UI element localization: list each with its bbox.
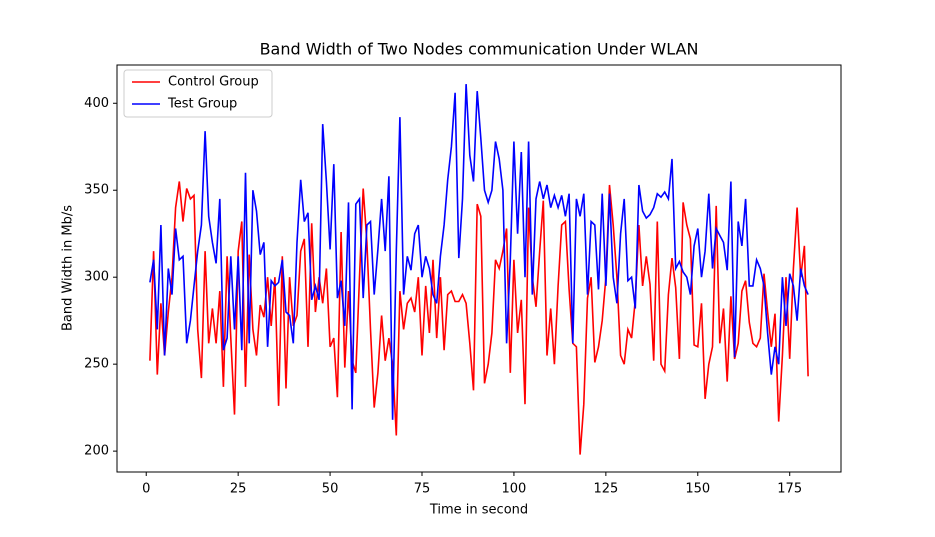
line-series [149, 84, 809, 420]
y-tick-label: 400 [84, 96, 109, 111]
y-axis-label: Band Width in Mb/s [61, 205, 76, 331]
x-axis-label: Time in second [429, 503, 528, 518]
x-tick-label: 50 [322, 482, 339, 497]
y-tick-label: 250 [84, 357, 109, 372]
x-tick-label: 0 [142, 482, 150, 497]
y-tick-label: 300 [84, 270, 109, 285]
line-series [149, 181, 809, 455]
x-tick-label: 125 [593, 482, 618, 497]
legend-label: Test Group [167, 97, 237, 112]
legend-label: Control Group [168, 75, 259, 90]
chart-title: Band Width of Two Nodes communication Un… [260, 40, 699, 59]
x-tick-label: 100 [502, 482, 527, 497]
x-tick-label: 150 [685, 482, 710, 497]
x-tick-label: 75 [414, 482, 431, 497]
y-tick-label: 350 [84, 183, 109, 198]
x-tick-label: 25 [230, 482, 247, 497]
x-tick-label: 175 [777, 482, 802, 497]
legend-box [123, 69, 273, 118]
y-tick-label: 200 [84, 444, 109, 459]
plot-frame [116, 64, 842, 473]
